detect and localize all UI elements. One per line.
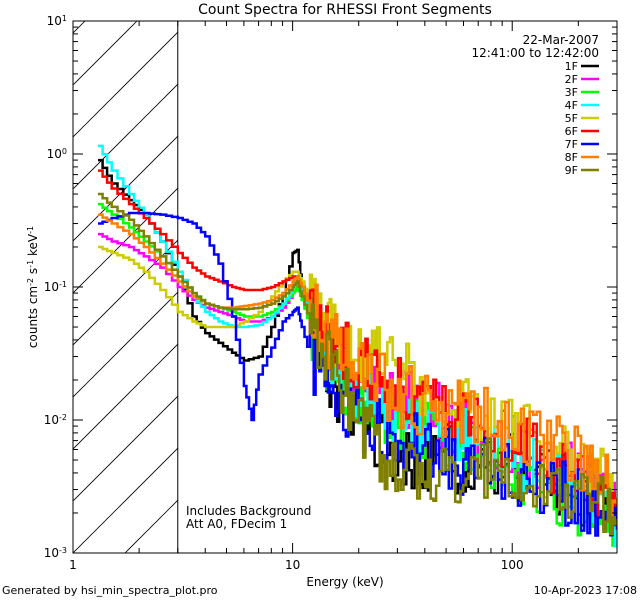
hatch-line [73,395,178,502]
y-tick-label: 100 [47,147,67,162]
y-tick-label: 10-2 [44,413,67,428]
y-axis-label: counts cm-2 s-1 keV-1 [26,226,41,348]
y-tick-label: 101 [47,14,67,29]
time-range-label: 12:41:00 to 12:42:00 [472,46,599,60]
series-line-7F [98,211,617,537]
chart-title: Count Spectra for RHESSI Front Segments [198,2,492,18]
x-tick-label: 100 [501,558,524,572]
annotation-attenuator: Att A0, FDecim 1 [186,517,287,531]
legend-label-6F: 6F [565,125,578,138]
hatch-line [0,0,49,553]
legend-label-8F: 8F [565,151,578,164]
legend-label-5F: 5F [565,112,578,125]
hatch-line [73,21,138,86]
series-group [98,144,617,548]
hatch-line [73,83,178,190]
hatch-line [73,447,178,553]
hatch-line [0,0,101,553]
footer-timestamp: 10-Apr-2023 17:08 [533,584,637,597]
legend-label-9F: 9F [565,164,578,177]
series-line-6F [98,169,617,517]
hatch-line [73,31,178,138]
legend-label-7F: 7F [565,138,578,151]
legend-label-2F: 2F [565,73,578,86]
annotation-background: Includes Background [186,504,311,518]
date-label: 22-Mar-2007 [523,33,599,47]
series-line-5F [98,245,617,525]
y-tick-label: 10-3 [44,546,67,561]
x-tick-label: 10 [285,558,300,572]
series-line-8F [98,213,617,523]
series-line-9F [98,192,617,536]
legend-label-3F: 3F [565,86,578,99]
y-tick-label: 10-1 [44,280,67,295]
x-tick-label: 1 [69,558,77,572]
hatch-line [73,21,86,34]
legend-label-4F: 4F [565,99,578,112]
legend-label-1F: 1F [565,60,578,73]
x-axis-label: Energy (keV) [306,575,383,589]
footer-generated-by: Generated by hsi_min_spectra_plot.pro [2,584,218,597]
axis-ticks: 1 10 100 101 100 10-1 10-2 10-3 [44,14,618,572]
